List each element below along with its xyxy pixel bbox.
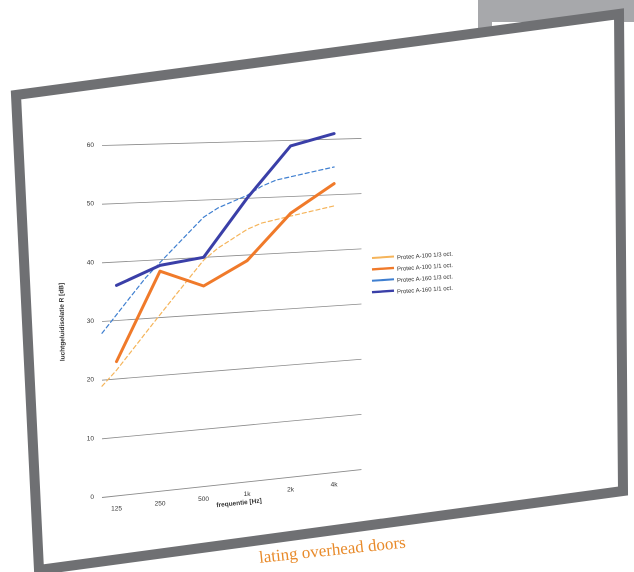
legend-label: Protec A-160 1/3 oct. bbox=[397, 274, 454, 284]
series-line bbox=[101, 166, 335, 334]
grid-line bbox=[101, 303, 362, 322]
legend-swatch bbox=[371, 266, 395, 271]
legend-label: Protec A-160 1/1 oct. bbox=[397, 286, 454, 296]
y-tick-label: 0 bbox=[90, 494, 94, 501]
x-tick-labels: 125 250 500 1k 2k 4k bbox=[111, 482, 338, 513]
y-tick-label: 40 bbox=[87, 259, 95, 266]
y-tick-labels: 0 10 20 30 40 50 60 bbox=[87, 142, 95, 501]
grid-line bbox=[101, 469, 362, 498]
grid-line bbox=[101, 414, 362, 440]
chart-plot: 0 10 20 30 40 50 60 125 250 500 1k 2k 4k Protec A-1… bbox=[58, 132, 454, 513]
x-tick-label: 500 bbox=[198, 496, 209, 503]
series-lines bbox=[101, 132, 336, 387]
x-tick-label: 1k bbox=[244, 491, 252, 498]
y-tick-label: 10 bbox=[87, 435, 95, 442]
x-tick-label: 4k bbox=[331, 482, 339, 489]
legend-swatch bbox=[371, 255, 395, 259]
grid-line bbox=[101, 248, 362, 264]
y-tick-label: 30 bbox=[87, 318, 95, 325]
y-tick-label: 60 bbox=[87, 142, 95, 149]
series-line bbox=[115, 132, 336, 287]
series-line bbox=[115, 182, 336, 364]
series-line bbox=[101, 205, 335, 387]
x-axis-title: frequentie [Hz] bbox=[216, 498, 262, 510]
x-tick-label: 2k bbox=[287, 486, 295, 493]
x-tick-label: 250 bbox=[155, 501, 166, 508]
y-axis-title: luchtgeluidisolatie R [dB] bbox=[58, 283, 66, 361]
card-frame bbox=[10, 8, 629, 572]
legend-swatch bbox=[371, 278, 395, 282]
grid-line bbox=[101, 358, 362, 381]
y-tick-label: 20 bbox=[87, 377, 95, 384]
legend-swatch bbox=[371, 289, 395, 294]
legend-label: Protec A-100 1/1 oct. bbox=[397, 263, 454, 273]
legend: Protec A-100 1/3 oct.Protec A-100 1/1 oc… bbox=[371, 252, 454, 296]
y-tick-label: 50 bbox=[87, 201, 95, 208]
legend-label: Protec A-100 1/3 oct. bbox=[397, 252, 454, 262]
x-tick-label: 125 bbox=[111, 505, 122, 512]
